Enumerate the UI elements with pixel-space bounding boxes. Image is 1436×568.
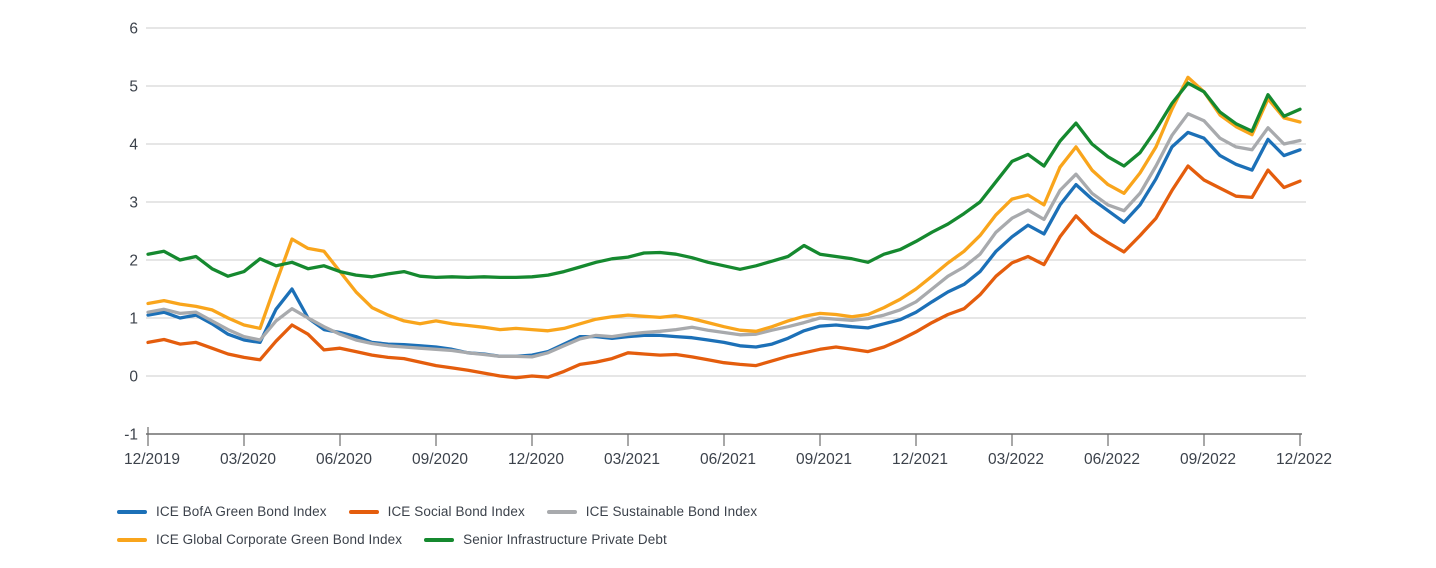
legend-item-3: ICE Global Corporate Green Bond Index bbox=[117, 532, 402, 547]
y-tick-label: 0 bbox=[129, 369, 138, 386]
legend-label: ICE BofA Green Bond Index bbox=[156, 504, 327, 519]
gridlines bbox=[146, 27, 1306, 377]
legend-swatch-icon bbox=[348, 509, 379, 514]
y-tick-label: 1 bbox=[129, 311, 138, 328]
y-tick-label: -1 bbox=[124, 427, 138, 444]
x-tick-label: 09/2021 bbox=[796, 451, 852, 468]
x-tick-label: 03/2021 bbox=[604, 451, 660, 468]
y-tick-label: 3 bbox=[129, 195, 138, 212]
legend-swatch-icon bbox=[117, 537, 147, 542]
y-axis-tick-labels: -1 0 1 2 3 4 5 6 bbox=[124, 21, 138, 444]
y-tick-label: 6 bbox=[129, 21, 138, 38]
x-tick-label: 06/2020 bbox=[316, 451, 372, 468]
x-tick-label: 03/2020 bbox=[220, 451, 276, 468]
series-line-1 bbox=[146, 164, 1302, 380]
series-line-4 bbox=[146, 81, 1302, 280]
x-tick-label: 03/2022 bbox=[988, 451, 1044, 468]
legend-label: ICE Sustainable Bond Index bbox=[585, 504, 758, 519]
series-lines bbox=[146, 75, 1302, 380]
y-tick-label: 2 bbox=[129, 253, 138, 270]
y-tick-label: 4 bbox=[129, 137, 138, 154]
x-tick-label: 12/2020 bbox=[508, 451, 564, 468]
series-line-3 bbox=[146, 75, 1302, 333]
series-line-0 bbox=[146, 130, 1302, 358]
legend-label: Senior Infrastructure Private Debt bbox=[463, 532, 667, 547]
legend-item-2: ICE Sustainable Bond Index bbox=[546, 504, 758, 519]
legend-item-1: ICE Social Bond Index bbox=[348, 504, 525, 519]
series-line-2 bbox=[146, 112, 1302, 359]
line-chart-area: -1 0 1 2 3 4 5 6 12/2019 03/2020 06/2020 09/2020 12/… bbox=[124, 21, 1332, 469]
x-tick-label: 06/2021 bbox=[700, 451, 756, 468]
x-tick-label: 12/2019 bbox=[124, 451, 180, 468]
x-tick-label: 12/2021 bbox=[892, 451, 948, 468]
legend-label: ICE Global Corporate Green Bond Index bbox=[156, 532, 403, 547]
legend-swatch-icon bbox=[546, 509, 577, 514]
legend-item-4: Senior Infrastructure Private Debt bbox=[424, 532, 667, 547]
x-tick-label: 09/2022 bbox=[1180, 451, 1236, 468]
x-axis: 12/2019 03/2020 06/2020 09/2020 12/2020 03/20… bbox=[124, 427, 1332, 468]
x-tick-label: 12/2022 bbox=[1276, 451, 1332, 468]
chart-legend: ICE BofA Green Bond Index ICE Social Bond… bbox=[117, 504, 897, 547]
legend-swatch-icon bbox=[424, 537, 455, 542]
y-tick-label: 5 bbox=[129, 79, 138, 96]
x-tick-label: 09/2020 bbox=[412, 451, 468, 468]
legend-item-0: ICE BofA Green Bond Index bbox=[117, 504, 327, 519]
legend-swatch-icon bbox=[117, 509, 147, 514]
x-tick-label: 06/2022 bbox=[1084, 451, 1140, 468]
legend-label: ICE Social Bond Index bbox=[387, 504, 525, 519]
